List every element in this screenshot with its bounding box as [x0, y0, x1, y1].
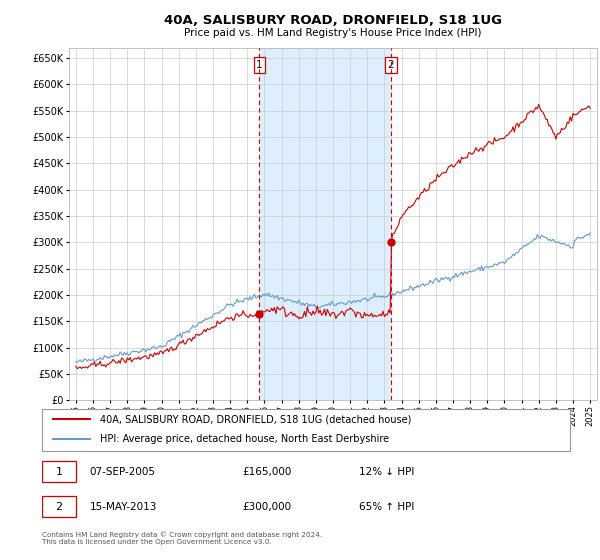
Bar	[42, 496, 76, 517]
Bar	[42, 461, 76, 482]
Text: 40A, SALISBURY ROAD, DRONFIELD, S18 1UG (detached house): 40A, SALISBURY ROAD, DRONFIELD, S18 1UG …	[100, 414, 412, 424]
Text: 1: 1	[55, 467, 62, 477]
Text: 65% ↑ HPI: 65% ↑ HPI	[359, 502, 414, 512]
Bar	[259, 48, 391, 400]
Text: 2: 2	[55, 502, 62, 512]
Text: 2: 2	[388, 60, 394, 70]
Text: 07-SEP-2005: 07-SEP-2005	[89, 467, 155, 477]
Text: 12% ↓ HPI: 12% ↓ HPI	[359, 467, 414, 477]
Text: £165,000: £165,000	[242, 467, 292, 477]
Text: £300,000: £300,000	[242, 502, 292, 512]
Text: 40A, SALISBURY ROAD, DRONFIELD, S18 1UG: 40A, SALISBURY ROAD, DRONFIELD, S18 1UG	[164, 14, 502, 27]
Text: 15-MAY-2013: 15-MAY-2013	[89, 502, 157, 512]
Text: Price paid vs. HM Land Registry's House Price Index (HPI): Price paid vs. HM Land Registry's House …	[184, 28, 482, 38]
Text: 1: 1	[256, 60, 263, 70]
Text: Contains HM Land Registry data © Crown copyright and database right 2024.
This d: Contains HM Land Registry data © Crown c…	[42, 531, 322, 544]
Text: HPI: Average price, detached house, North East Derbyshire: HPI: Average price, detached house, Nort…	[100, 434, 389, 444]
